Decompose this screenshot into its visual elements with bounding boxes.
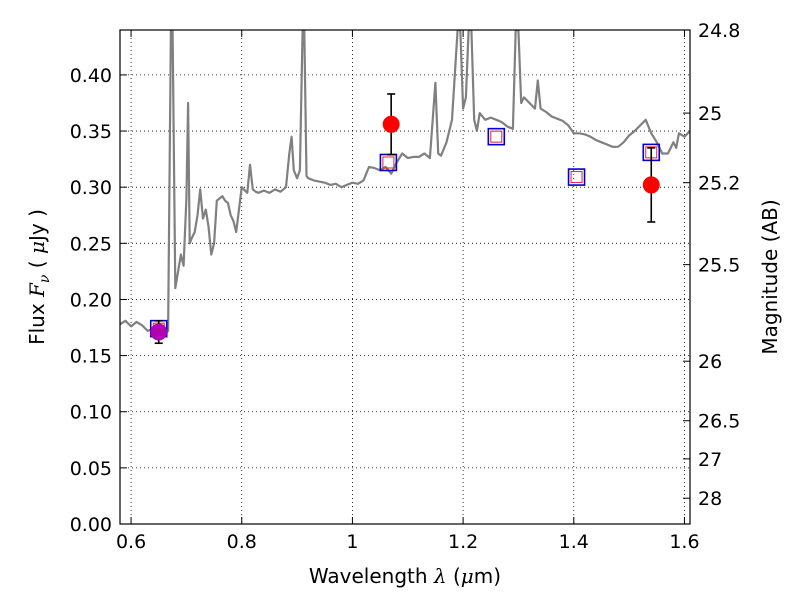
observed-flux-point — [642, 176, 660, 194]
x-tick-label: 1.2 — [448, 531, 478, 553]
x-tick-label: 0.6 — [116, 531, 146, 553]
model-photometry-square-inner — [570, 171, 583, 184]
y-tick-label: 0.40 — [70, 65, 112, 87]
plot-frame — [119, 29, 691, 525]
observed-flux-point — [150, 323, 168, 341]
model-photometry-square-inner — [382, 156, 395, 169]
y-tick-label: 0.35 — [70, 121, 112, 143]
y-tick-label: 0.05 — [70, 458, 112, 480]
y2-tick-label: 27 — [698, 449, 722, 471]
x-tick-label: 0.8 — [227, 531, 257, 553]
y-tick-label: 0.25 — [70, 233, 112, 255]
observed-flux-point — [382, 115, 400, 133]
x-tick-label: 1 — [346, 531, 358, 553]
axis-ticks: 0.6 0.8 1 1.2 1.4 1.6 0.00 0.05 0.10 0.15 0.20 0.25… — [70, 20, 741, 553]
y2-tick-label: 25.5 — [698, 255, 740, 277]
model-spectrum-line — [120, 30, 690, 337]
gridlines — [120, 30, 690, 525]
y2-axis-label: Magnitude (AB) — [758, 199, 782, 354]
y2-tick-label: 24.8 — [698, 20, 740, 42]
y-tick-label: 0.20 — [70, 289, 112, 311]
y-tick-label: 0.10 — [70, 402, 112, 424]
model-photometry-square — [487, 127, 506, 146]
x-axis-label: Wavelength λ (μm) — [309, 564, 501, 588]
y2-tick-label: 26 — [698, 351, 722, 373]
plot-data — [120, 30, 690, 345]
model-photometry-square — [567, 168, 586, 186]
y-tick-label: 0.15 — [70, 346, 112, 368]
y-tick-label: 0.00 — [70, 514, 112, 536]
y2-tick-label: 28 — [698, 488, 722, 510]
y-axis-label: Flux Fν ( μJy ) — [25, 209, 53, 345]
y-tick-label: 0.30 — [70, 177, 112, 199]
y2-tick-label: 25.2 — [698, 173, 740, 195]
y2-tick-label: 25 — [698, 103, 722, 125]
x-tick-label: 1.4 — [559, 531, 589, 553]
x-tick-label: 1.6 — [669, 531, 699, 553]
y2-tick-label: 26.5 — [698, 411, 740, 433]
model-photometry-square-inner — [490, 130, 503, 143]
